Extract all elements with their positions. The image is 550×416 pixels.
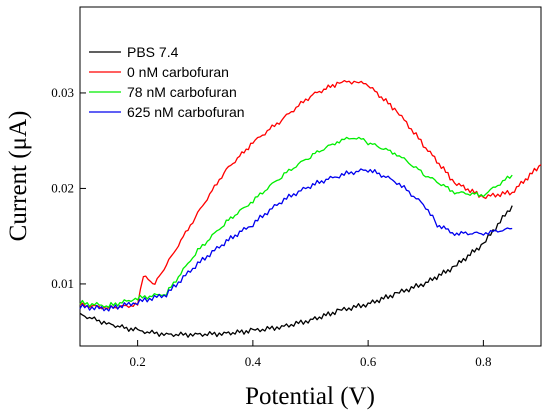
x-tick-label: 0.6 xyxy=(360,354,377,369)
series-line xyxy=(79,205,513,338)
plot-frame xyxy=(79,6,542,347)
axes-layer: 0.2 0.4 0.6 0.8 0.01 0.02 0.03 xyxy=(51,85,491,369)
series-line xyxy=(79,79,542,310)
y-axis-title: Current (μA) xyxy=(5,111,32,242)
y-tick-label: 0.02 xyxy=(51,180,74,195)
legend-label: 0 nM carbofuran xyxy=(127,64,229,80)
series-line xyxy=(79,168,513,312)
series-line xyxy=(79,136,513,308)
x-axis-title: Potential (V) xyxy=(245,383,375,410)
legend-label: 625 nM carbofuran xyxy=(127,104,245,120)
legend-label: PBS 7.4 xyxy=(127,44,179,60)
x-tick-label: 0.8 xyxy=(475,354,491,369)
y-tick-label: 0.03 xyxy=(51,85,74,100)
legend-label: 78 nM carbofuran xyxy=(127,84,237,100)
x-tick-label: 0.4 xyxy=(245,354,262,369)
y-tick-label: 0.01 xyxy=(51,276,74,291)
series-layer xyxy=(79,79,542,338)
x-tick-label: 0.2 xyxy=(130,354,146,369)
legend: PBS 7.4 0 nM carbofuran 78 nM carbofuran 62… xyxy=(89,44,245,120)
